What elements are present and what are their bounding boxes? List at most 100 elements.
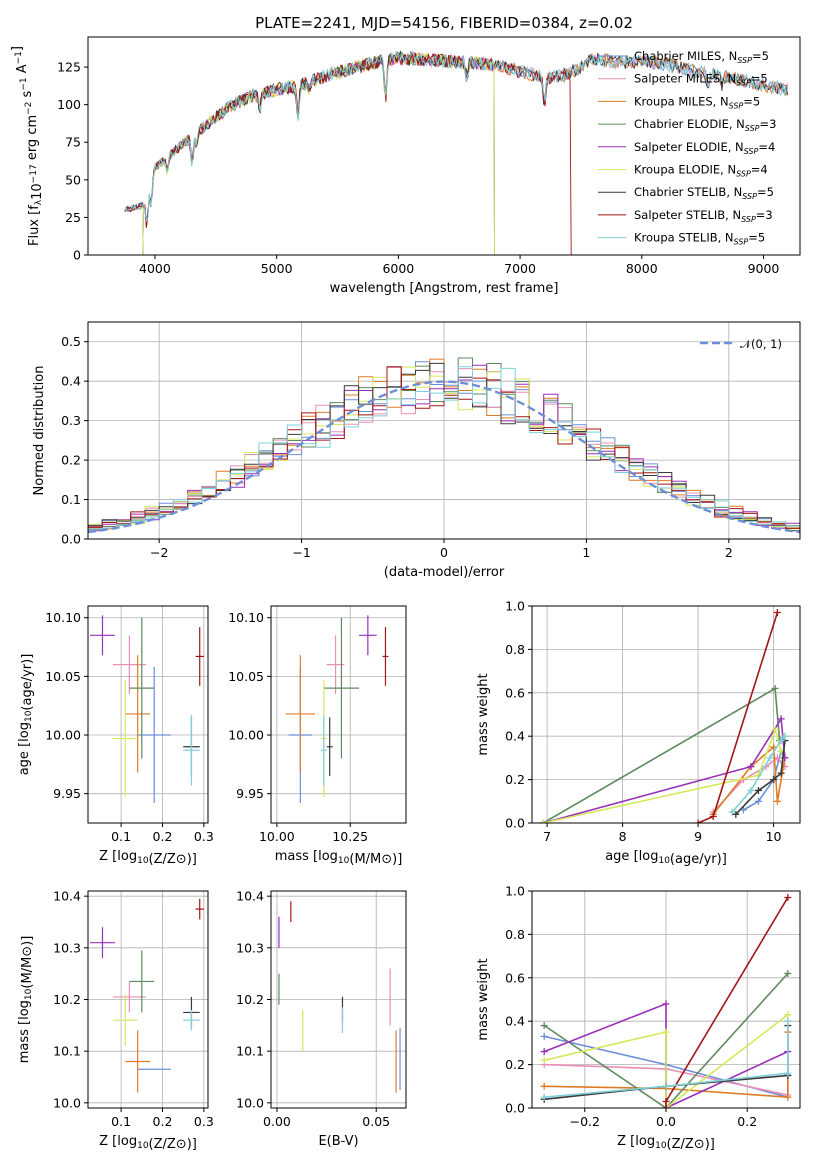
label-part: log xyxy=(117,849,137,864)
y-axis-label: mass weight xyxy=(476,958,491,1040)
errorbar-point xyxy=(183,715,200,786)
legend-label-sub: SSP xyxy=(734,238,749,247)
legend-label-part: =3 xyxy=(756,208,773,222)
x-tick-label: 9000 xyxy=(748,261,780,276)
x-axis-label: Z [log10(Z/Z⊙)] xyxy=(99,849,197,867)
y-tick-label: 25 xyxy=(65,210,81,225)
y-tick-label: 0.6 xyxy=(505,685,525,700)
plot-area-age_vs_mass xyxy=(285,615,389,804)
weight-marker xyxy=(662,1000,670,1008)
x-tick-label: 9 xyxy=(694,829,702,844)
weight-line xyxy=(544,1021,789,1098)
x-tick-label: 0.2 xyxy=(153,829,173,844)
legend-label-sub: SSP xyxy=(742,192,757,201)
weight-marker xyxy=(771,726,779,734)
axes-frame xyxy=(87,36,801,256)
x-axis-label: Z [log10(Z/Z⊙)] xyxy=(617,1134,715,1152)
errorbar-point xyxy=(285,655,316,773)
label-part: 10 xyxy=(30,183,45,200)
errorbar-point xyxy=(129,950,155,1013)
label-part: −1 xyxy=(14,51,24,64)
errorbar-point xyxy=(326,717,333,777)
weight-marker xyxy=(540,1032,548,1040)
x-axis-label: wavelength [Angstrom, rest frame] xyxy=(330,281,559,296)
weight-marker xyxy=(754,786,762,794)
label-part: −2 xyxy=(24,102,34,115)
weight-marker xyxy=(766,754,774,762)
legend-residuals: 𝒩(0, 1) xyxy=(700,337,782,351)
label-sub: 10 xyxy=(137,856,149,866)
plot-area-spectrum xyxy=(124,50,789,255)
label-sub: 10 xyxy=(24,710,34,722)
legend-label-part: =3 xyxy=(760,117,777,131)
label-part: (Z/Z⊙)] xyxy=(667,1137,715,1152)
y-axis-label: Normed distribution xyxy=(32,366,47,496)
label-part: (M/M⊙)] xyxy=(20,936,35,989)
y-tick-label: 0.8 xyxy=(505,927,525,942)
weight-marker xyxy=(781,732,789,740)
legend-label-part: =5 xyxy=(752,49,769,63)
weight-marker xyxy=(662,1104,670,1108)
y-tick-label: 10.3 xyxy=(236,940,264,955)
label-sub: 10 xyxy=(137,1141,149,1151)
legend-label: Salpeter ELODIE, NSSP=4 xyxy=(634,140,775,156)
label-part: (data-model)/error xyxy=(384,565,505,580)
errorbar-point xyxy=(195,627,204,686)
weight-marker xyxy=(747,763,755,771)
x-tick-label: 1 xyxy=(582,545,590,560)
errorbar-point xyxy=(112,679,138,798)
y-tick-label: 10.10 xyxy=(228,610,264,625)
y-tick-label: 10.0 xyxy=(53,1095,81,1110)
x-tick-label: 0.3 xyxy=(194,829,214,844)
label-part: age [ xyxy=(17,742,32,775)
legend-label: Salpeter MILES, NSSP=5 xyxy=(634,72,768,88)
x-tick-label: 6000 xyxy=(382,261,414,276)
label-part: log xyxy=(117,1134,137,1149)
y-tick-label: 0.4 xyxy=(505,1014,525,1029)
legend-label-sub: SSP xyxy=(729,101,744,110)
y-tick-label: 10.05 xyxy=(228,669,264,684)
figure-title: PLATE=2241, MJD=54156, FIBERID=0384, z=0… xyxy=(255,14,633,32)
x-tick-label: 0.2 xyxy=(737,1114,757,1129)
panel-age_vs_mass: 10.00 10.25 9.95 10.00 10.05 10.10 mass [log10… xyxy=(228,605,407,867)
legend-label-part: =4 xyxy=(751,163,768,177)
legend-label-part: Kroupa MILES, N xyxy=(634,94,729,108)
weight-line xyxy=(542,687,781,823)
weight-marker xyxy=(662,1097,670,1105)
label-part: Normed distribution xyxy=(32,366,47,496)
label-part: log xyxy=(17,1000,32,1020)
x-tick-label: 5000 xyxy=(261,261,293,276)
x-tick-label: 8 xyxy=(619,829,627,844)
y-tick-label: 75 xyxy=(65,135,81,150)
errorbar-point xyxy=(90,927,115,959)
panel-residuals: −2 −1 0 1 2 0.0 0.1 0.2 0.3 0.4 0.5 (data-model)/er… xyxy=(32,321,801,580)
weight-marker xyxy=(771,684,779,692)
legend-label-part: =5 xyxy=(743,94,760,108)
y-tick-label: 10.4 xyxy=(236,889,264,904)
label-part: erg cm xyxy=(25,115,40,164)
y-tick-label: 10.00 xyxy=(45,728,81,743)
x-axis-label: age [log10(age/yr)] xyxy=(605,849,727,867)
axes-frame xyxy=(87,605,209,824)
errorbar-point xyxy=(323,617,360,759)
weight-marker xyxy=(773,609,781,617)
y-tick-label: 10.00 xyxy=(228,728,264,743)
legend-label: Kroupa MILES, NSSP=5 xyxy=(634,94,760,110)
weight-marker xyxy=(770,776,778,784)
y-tick-label: 0.0 xyxy=(505,1101,525,1116)
plot-area-mass_vs_ebv xyxy=(278,901,401,1093)
y-tick-label: 0.2 xyxy=(505,772,525,787)
panel-mass_vs_Z: 0.1 0.2 0.310.010.110.210.310.4Z [log10(Z/… xyxy=(17,889,214,1152)
legend-label-sub: SSP xyxy=(737,56,752,65)
x-tick-label: 7000 xyxy=(504,261,536,276)
legend-label-part: Kroupa ELODIE, N xyxy=(634,163,736,177)
legend-label-part: Chabrier ELODIE, N xyxy=(634,117,745,131)
gaussian-curve xyxy=(88,380,800,534)
label-part: age [ xyxy=(605,849,638,864)
errorbar-point xyxy=(90,615,115,656)
weight-marker xyxy=(784,1011,792,1019)
label-part: (Z/Z⊙)] xyxy=(149,1137,197,1152)
y-tick-label: 0.3 xyxy=(61,413,81,428)
